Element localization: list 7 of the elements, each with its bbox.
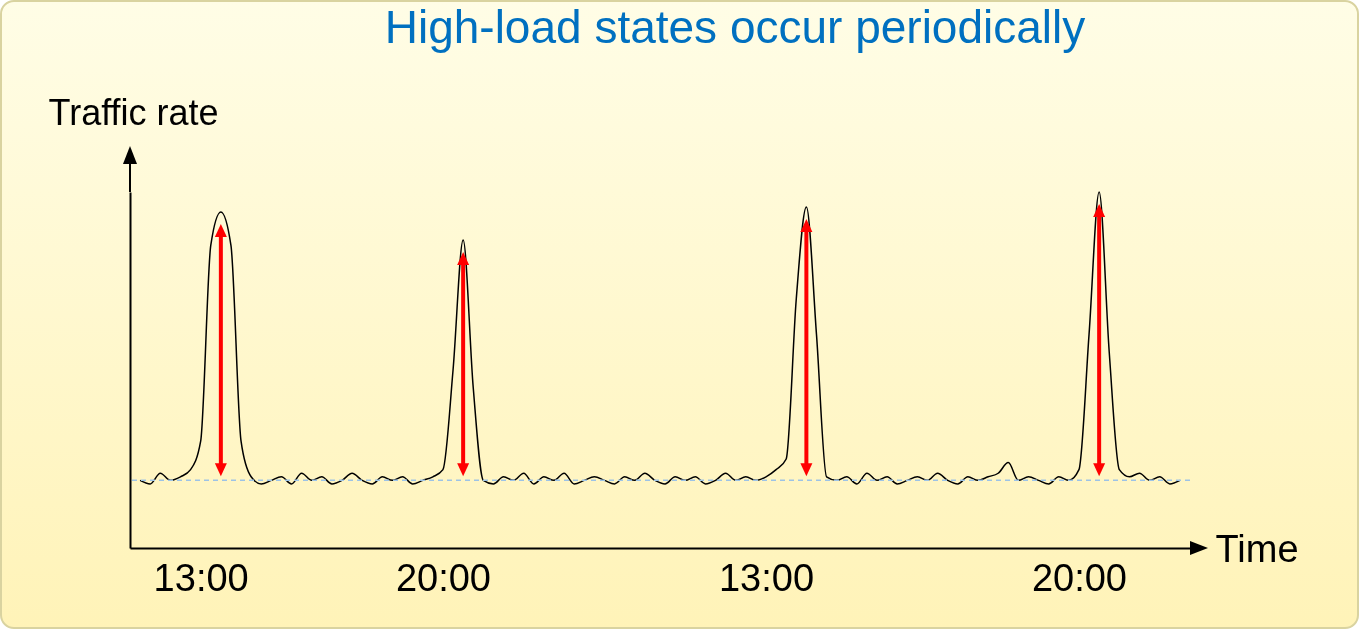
chart-title: High-load states occur periodically (384, 1, 1086, 53)
x-tick-label: 13:00 (153, 556, 249, 599)
y-axis-title: Traffic rate (48, 91, 219, 133)
x-axis-title: Time (1215, 527, 1299, 570)
x-tick-label: 13:00 (718, 556, 815, 599)
x-tick-label: 20:00 (395, 556, 491, 599)
x-tick-label: 20:00 (1031, 556, 1127, 599)
